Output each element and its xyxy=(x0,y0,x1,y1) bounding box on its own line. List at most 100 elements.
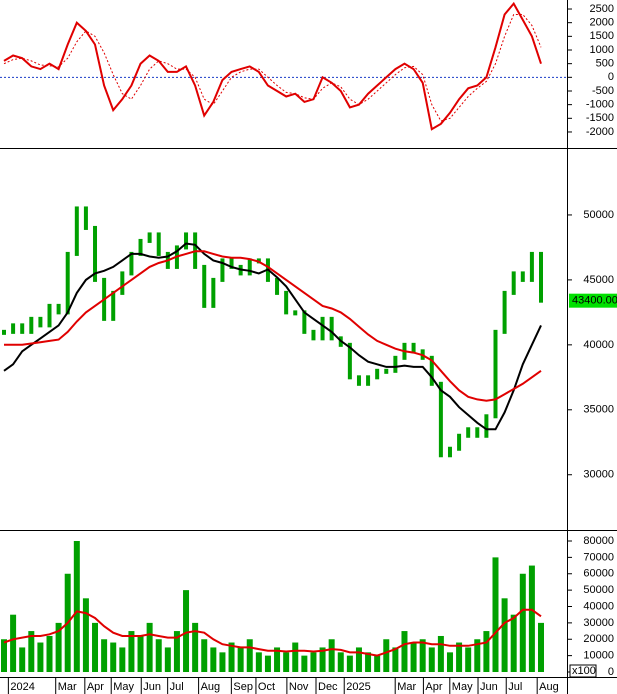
candle xyxy=(2,329,6,335)
volume-bar xyxy=(528,565,535,672)
volume-bar xyxy=(374,655,381,672)
y-tick-label: 70000 xyxy=(583,551,614,563)
candle xyxy=(284,290,289,315)
volume-bar xyxy=(192,622,199,672)
candle xyxy=(539,251,543,303)
candle xyxy=(138,238,143,256)
candle xyxy=(247,258,252,276)
candle xyxy=(29,316,34,334)
volume-bar xyxy=(474,639,481,672)
volume-bar xyxy=(346,655,353,672)
candle xyxy=(211,277,216,308)
candle xyxy=(411,342,416,354)
volume-bar xyxy=(355,647,362,672)
candle xyxy=(184,232,189,250)
volume-bar xyxy=(264,655,271,672)
volume-bar xyxy=(419,639,426,672)
volume-bar xyxy=(437,635,444,672)
y-tick-label: 1000 xyxy=(590,44,614,56)
volume-bar xyxy=(328,639,335,672)
volume-bar xyxy=(410,642,417,672)
y-tick-label: 0 xyxy=(608,666,614,678)
y-tick-label: 0 xyxy=(608,71,614,83)
candle xyxy=(229,258,234,269)
candle xyxy=(375,368,380,380)
volume-bar xyxy=(310,652,317,672)
volume-bar xyxy=(456,642,463,672)
volume-bar xyxy=(92,622,99,672)
volume-bar xyxy=(383,639,390,672)
volume-bar xyxy=(501,598,508,672)
volume-bar xyxy=(10,614,17,672)
x-tick-label: 2025 xyxy=(346,681,370,693)
x-tick-label: May xyxy=(452,681,473,693)
candle xyxy=(356,375,361,386)
x-tick-label: Oct xyxy=(258,681,275,693)
y-tick-label: 20000 xyxy=(583,633,614,645)
volume-bar xyxy=(483,631,490,672)
x-tick-label: Mar xyxy=(397,681,416,693)
candle xyxy=(520,271,525,282)
last-price-box xyxy=(569,293,617,308)
volume-bar xyxy=(110,642,117,672)
volume-bar xyxy=(219,652,226,672)
volume-bar xyxy=(538,622,544,672)
candle xyxy=(438,381,443,458)
volume-bar xyxy=(337,652,344,672)
volume-bar xyxy=(82,598,89,672)
candle xyxy=(493,329,498,419)
x-tick-label: Mar xyxy=(58,681,77,693)
y-tick-label: 60000 xyxy=(583,568,614,580)
candle xyxy=(511,271,516,295)
volume-bar xyxy=(255,652,262,672)
y-tick-label: 2500 xyxy=(590,3,614,15)
x-tick-label: Jul xyxy=(508,681,522,693)
candle xyxy=(466,427,471,438)
last-price-label: 43400.00 xyxy=(572,295,617,307)
volume-bar xyxy=(201,639,208,672)
volume-bar xyxy=(37,642,44,672)
candle xyxy=(275,277,280,295)
line xyxy=(3,608,542,657)
x-tick-label: Nov xyxy=(289,681,309,693)
candle xyxy=(329,316,334,341)
volume-bar xyxy=(28,631,35,672)
line xyxy=(3,242,542,431)
candle xyxy=(475,427,480,438)
candle xyxy=(11,323,16,334)
candle xyxy=(302,310,307,334)
y-tick-label: 40000 xyxy=(583,600,614,612)
volume-bar xyxy=(119,647,126,672)
volume-bar xyxy=(365,652,372,672)
volume-bar xyxy=(301,655,308,672)
candle xyxy=(74,206,79,256)
x-tick-label: Sep xyxy=(233,681,253,693)
x-tick-label: Aug xyxy=(201,681,221,693)
y-tick-label: 45000 xyxy=(583,274,614,286)
volume-bar xyxy=(128,631,135,672)
volume-bar xyxy=(1,639,7,672)
candle xyxy=(65,251,70,315)
x-tick-label: 2024 xyxy=(10,681,34,693)
volume-bar xyxy=(492,557,499,672)
y-tick-label: 1500 xyxy=(590,30,614,42)
unit-box xyxy=(569,664,597,678)
x-tick-label: Jun xyxy=(143,681,161,693)
volume-bar xyxy=(137,635,144,672)
volume-bar xyxy=(401,631,408,672)
volume-bar xyxy=(73,541,80,672)
candle xyxy=(347,342,352,380)
candle xyxy=(93,225,98,282)
volume-bar xyxy=(46,635,53,672)
y-tick-label: 40000 xyxy=(583,339,614,351)
candle xyxy=(120,271,125,295)
candle xyxy=(220,258,225,282)
volume-bar xyxy=(55,622,62,672)
candle xyxy=(384,368,389,374)
volume-bar xyxy=(465,647,472,672)
volume-bar xyxy=(237,647,244,672)
volume-bar xyxy=(246,639,253,672)
unit-label: x100 xyxy=(572,665,596,677)
candle xyxy=(156,232,161,256)
